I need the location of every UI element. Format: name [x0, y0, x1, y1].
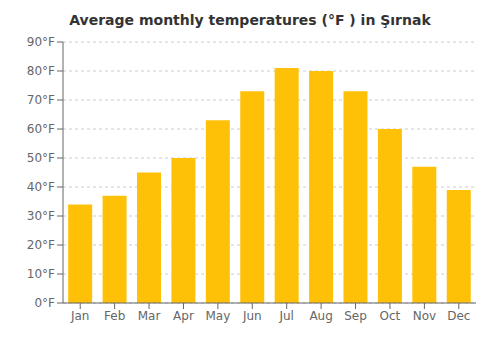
svg-text:Mar: Mar — [138, 309, 161, 323]
svg-text:90°F: 90°F — [27, 35, 55, 49]
svg-text:Jun: Jun — [242, 309, 262, 323]
html-text:Average monthly temperatures (: Average monthly temperatures (°F ) in Şı… — [69, 12, 431, 28]
svg-text:10°F: 10°F — [27, 267, 55, 281]
svg-text:Nov: Nov — [413, 309, 436, 323]
svg-text:Apr: Apr — [173, 309, 194, 323]
svg-text:Aug: Aug — [309, 309, 332, 323]
svg-text:0°F: 0°F — [34, 296, 55, 310]
svg-text:Jul: Jul — [278, 309, 293, 323]
svg-text:40°F: 40°F — [27, 180, 55, 194]
svg-text:60°F: 60°F — [27, 122, 55, 136]
svg-text:70°F: 70°F — [27, 93, 55, 107]
svg-text:20°F: 20°F — [27, 238, 55, 252]
svg-text:Feb: Feb — [104, 309, 125, 323]
svg-text:80°F: 80°F — [27, 64, 55, 78]
svg-text:Sep: Sep — [344, 309, 367, 323]
svg-text:May: May — [205, 309, 230, 323]
svg-text:50°F: 50°F — [27, 151, 55, 165]
svg-text:Dec: Dec — [447, 309, 470, 323]
svg-text:Oct: Oct — [380, 309, 401, 323]
svg-text:30°F: 30°F — [27, 209, 55, 223]
svg-text:Jan: Jan — [70, 309, 90, 323]
